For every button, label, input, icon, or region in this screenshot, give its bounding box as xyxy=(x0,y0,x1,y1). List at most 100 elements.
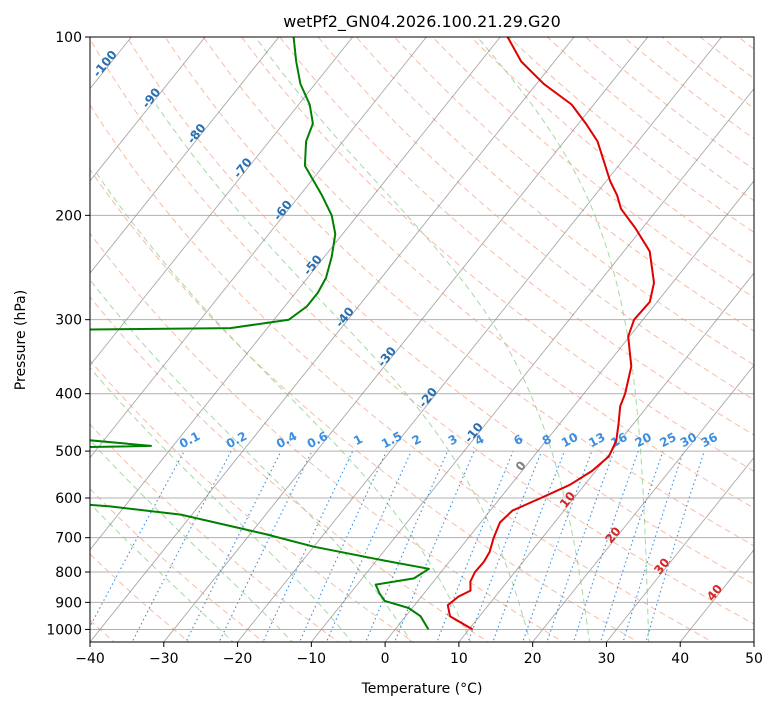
isotherm-label: -60 xyxy=(270,197,295,223)
mixing-ratio-label: 10 xyxy=(559,430,580,450)
dry-adiabat xyxy=(759,24,775,645)
dry-adiabat xyxy=(623,37,754,140)
mixing-ratio-line xyxy=(394,450,475,642)
isotherm-label: -70 xyxy=(231,155,256,181)
moist-adiabat xyxy=(90,502,234,642)
isotherm-label: -30 xyxy=(375,344,400,370)
isotherm-line xyxy=(606,456,754,642)
mixing-ratio-label: 13 xyxy=(586,430,607,450)
isobar-grid xyxy=(90,37,754,630)
mixing-ratio-line xyxy=(522,450,593,642)
mixing-ratio-line xyxy=(185,450,282,642)
y-tick-label: 200 xyxy=(55,208,82,224)
mixing-ratio-line xyxy=(546,450,615,642)
dry-adiabat xyxy=(90,38,754,625)
isotherm-line xyxy=(90,37,427,459)
isotherm-label: -100 xyxy=(90,48,120,80)
y-axis-label: Pressure (hPa) xyxy=(13,290,29,390)
mixing-ratio-label: 25 xyxy=(657,430,678,450)
moist-adiabat xyxy=(477,37,650,642)
y-tick-label: 100 xyxy=(55,30,82,46)
x-tick-label: 40 xyxy=(671,651,689,667)
isotherm-label: -90 xyxy=(139,85,164,111)
mixing-ratio-label: 0.1 xyxy=(177,429,202,451)
temperature-profile xyxy=(446,37,655,631)
isotherm-label: -80 xyxy=(184,121,209,147)
y-tick-label: 400 xyxy=(55,387,82,403)
y-tick-label: 600 xyxy=(55,491,82,507)
isotherm-label: 0 xyxy=(513,458,529,473)
y-tick-label: 1000 xyxy=(46,622,82,638)
isotherm-label: 10 xyxy=(557,489,578,511)
dry-adiabat xyxy=(546,37,754,202)
dry-adiabat xyxy=(240,37,754,472)
isotherm-line xyxy=(310,87,754,642)
x-tick-label: 50 xyxy=(745,651,763,667)
dry-adiabat xyxy=(355,37,754,366)
x-tick-label: 20 xyxy=(524,651,542,667)
moist-adiabat xyxy=(90,439,294,642)
mixing-ratio-label: 36 xyxy=(699,430,720,450)
mixing-ratio-label: 0.4 xyxy=(274,429,299,451)
dry-adiabat xyxy=(279,37,754,436)
x-tick-label: −10 xyxy=(297,651,327,667)
isotherm-line xyxy=(90,37,206,182)
mixing-ratio-label: 1 xyxy=(351,432,365,448)
mixing-ratio-lines xyxy=(90,450,705,642)
dry-adiabat xyxy=(584,37,754,171)
dry-adiabat xyxy=(202,37,754,509)
isotherm-line xyxy=(90,37,501,551)
dry-adiabat xyxy=(317,37,754,401)
mixing-ratio-line xyxy=(365,450,449,642)
profile-series xyxy=(90,37,655,631)
dry-adiabat xyxy=(90,104,714,642)
isotherm-label: 20 xyxy=(602,524,623,546)
dry-adiabat xyxy=(90,488,265,642)
mixing-ratio-label: 2 xyxy=(410,432,424,448)
dry-adiabat xyxy=(90,232,564,642)
dry-adiabat xyxy=(661,37,754,109)
y-tick-label: 700 xyxy=(55,531,82,547)
isotherm-line xyxy=(753,641,754,642)
y-tick-label: 500 xyxy=(55,444,82,460)
dewpoint-profile xyxy=(90,37,430,630)
plot-area: -100-90-80-70-60-50-40-30-20-10010203040… xyxy=(90,24,775,645)
moist-adiabat xyxy=(254,37,590,642)
mixing-ratio-line xyxy=(600,450,664,642)
mixing-ratio-line xyxy=(90,450,185,628)
x-tick-label: 10 xyxy=(450,651,468,667)
mixing-ratio-label: 20 xyxy=(633,430,654,450)
moist-adiabat xyxy=(90,367,353,642)
isotherm-line xyxy=(163,37,649,642)
mixing-ratio-line xyxy=(492,450,566,642)
moist-adiabat xyxy=(96,173,472,642)
dry-adiabat xyxy=(164,37,754,547)
isotherm-line xyxy=(90,37,280,274)
moist-adiabats xyxy=(90,37,650,642)
x-tick-label: −30 xyxy=(149,651,179,667)
isotherm-label: -40 xyxy=(332,304,357,330)
dry-adiabat xyxy=(90,359,415,642)
mixing-ratio-label: 4 xyxy=(472,432,486,448)
mixing-ratio-line xyxy=(622,450,685,642)
mixing-ratio-line xyxy=(572,450,639,642)
y-tick-label: 800 xyxy=(55,565,82,581)
x-axis: −40 −30 −20 −10 0 10 20 30 40 50 xyxy=(75,642,763,667)
mixing-ratio-label: 1.5 xyxy=(379,429,404,451)
y-tick-label: 900 xyxy=(55,595,82,611)
mixing-ratio-label: 30 xyxy=(678,430,699,450)
moist-adiabat xyxy=(90,278,412,642)
dry-adiabats xyxy=(90,24,775,645)
chart-title: wetPf2_GN04.2026.100.21.29.G20 xyxy=(283,12,561,32)
isotherm-line xyxy=(237,37,722,642)
mixing-ratio-line xyxy=(298,450,387,642)
x-tick-label: −40 xyxy=(75,651,105,667)
isotherm-line xyxy=(679,549,754,642)
isotherm-label: 30 xyxy=(651,555,672,577)
dry-adiabat xyxy=(699,37,754,80)
mixing-ratio-line xyxy=(645,450,705,642)
isotherm-line xyxy=(458,272,754,642)
y-tick-label: 300 xyxy=(55,313,82,329)
dry-adiabat xyxy=(90,296,490,642)
isotherm-line xyxy=(532,364,754,642)
